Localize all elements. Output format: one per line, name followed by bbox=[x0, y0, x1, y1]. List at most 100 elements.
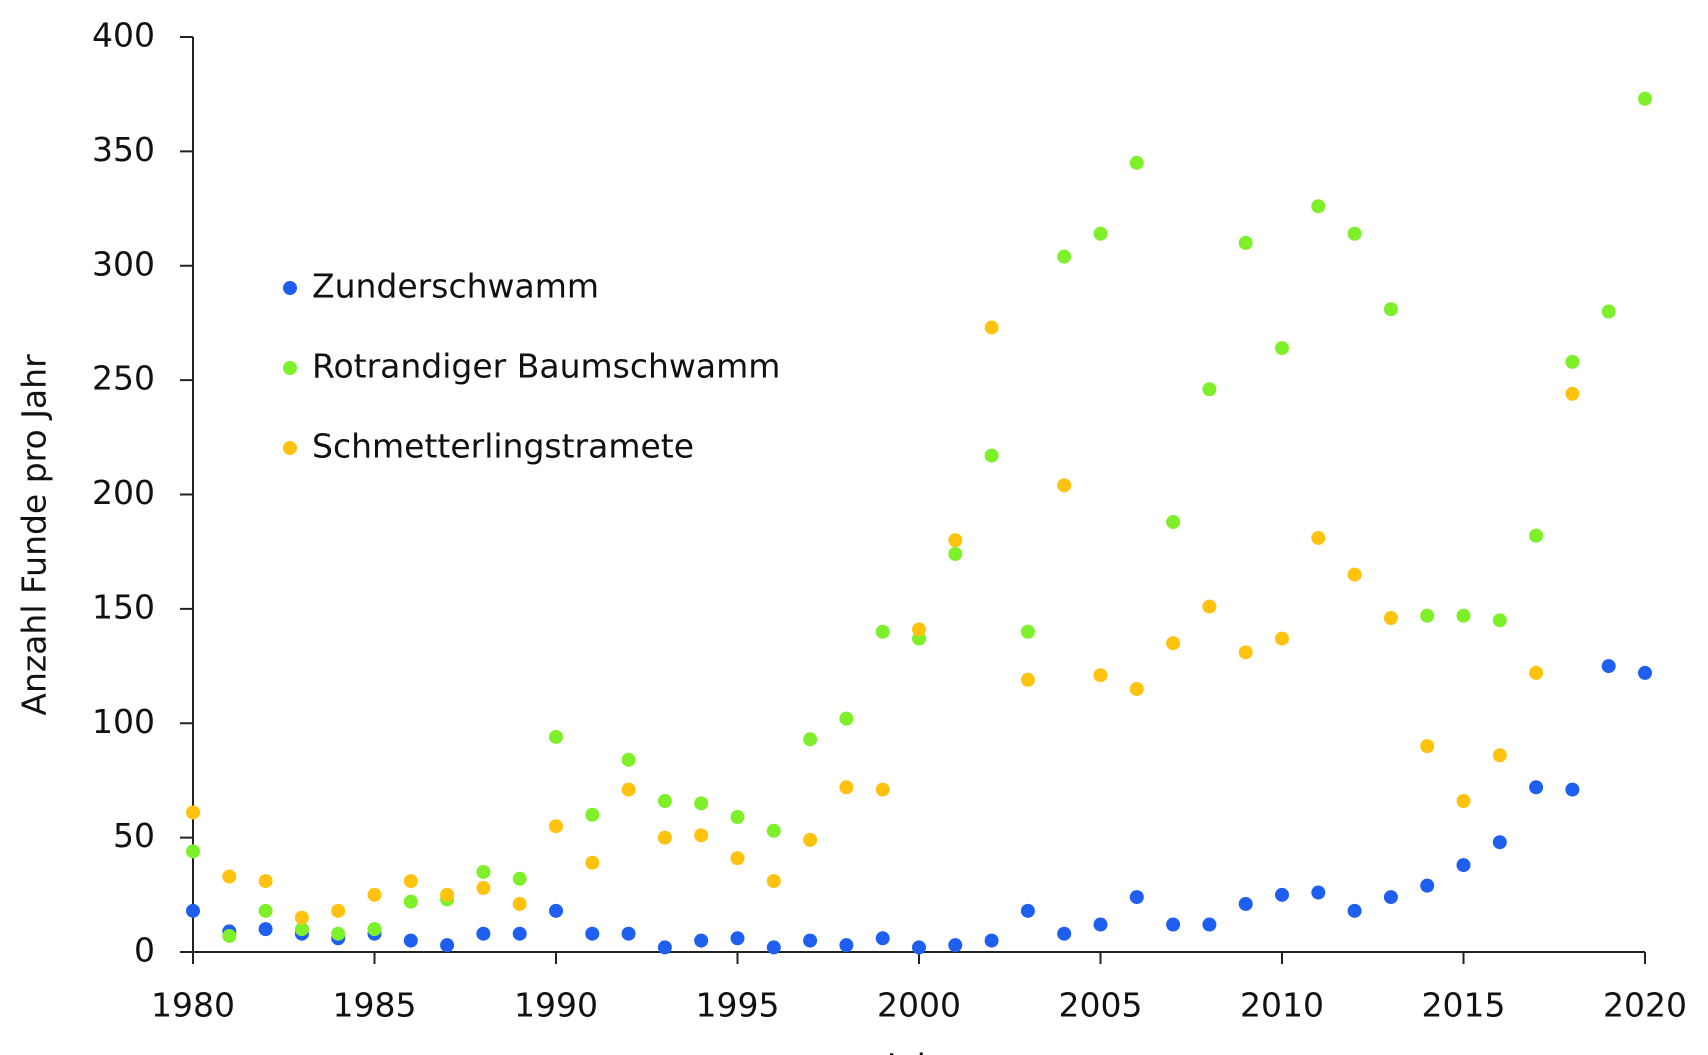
point bbox=[476, 880, 491, 895]
point bbox=[803, 933, 818, 948]
point bbox=[1456, 608, 1471, 623]
y-axis-label: Anzahl Funde pro Jahr bbox=[15, 354, 54, 716]
point bbox=[440, 887, 455, 902]
point bbox=[1456, 858, 1471, 873]
point bbox=[1529, 665, 1544, 680]
point bbox=[1565, 386, 1580, 401]
point bbox=[839, 938, 854, 953]
point bbox=[1093, 917, 1108, 932]
point bbox=[1420, 608, 1435, 623]
x-tick-label: 1985 bbox=[333, 986, 417, 1025]
point bbox=[294, 922, 309, 937]
legend-label: Schmetterlingstramete bbox=[312, 427, 694, 466]
point bbox=[657, 830, 672, 845]
y-tick-label: 150 bbox=[92, 587, 155, 626]
point bbox=[1202, 382, 1217, 397]
point bbox=[766, 874, 781, 889]
point bbox=[1129, 155, 1144, 170]
point bbox=[1238, 645, 1253, 660]
point bbox=[512, 926, 527, 941]
point bbox=[1166, 917, 1181, 932]
y-tick-label: 200 bbox=[92, 473, 155, 512]
y-tick-label: 0 bbox=[134, 931, 155, 970]
point bbox=[984, 448, 999, 463]
point bbox=[294, 910, 309, 925]
point bbox=[1347, 567, 1362, 582]
point bbox=[440, 938, 455, 953]
point bbox=[1020, 624, 1035, 639]
point bbox=[1347, 226, 1362, 241]
point bbox=[1311, 199, 1326, 214]
point bbox=[1311, 530, 1326, 545]
point bbox=[1638, 91, 1652, 106]
point bbox=[1347, 903, 1362, 918]
point bbox=[766, 940, 781, 955]
point bbox=[1529, 528, 1544, 543]
point bbox=[621, 752, 636, 767]
point bbox=[839, 780, 854, 795]
y-tick-label: 250 bbox=[92, 359, 155, 398]
point bbox=[1202, 917, 1217, 932]
point bbox=[1601, 304, 1616, 319]
point bbox=[1492, 613, 1507, 628]
point bbox=[1383, 890, 1398, 905]
y-tick-label: 400 bbox=[92, 16, 155, 55]
point bbox=[222, 928, 237, 943]
point bbox=[1238, 896, 1253, 911]
legend-label: Rotrandiger Baumschwamm bbox=[312, 347, 780, 386]
point bbox=[476, 864, 491, 879]
point bbox=[694, 933, 709, 948]
point bbox=[875, 931, 890, 946]
point bbox=[1275, 341, 1289, 356]
x-tick-label: 2010 bbox=[1240, 986, 1324, 1025]
point bbox=[1275, 887, 1289, 902]
point bbox=[1020, 672, 1035, 687]
point bbox=[186, 805, 200, 820]
point bbox=[1057, 249, 1072, 264]
point bbox=[875, 782, 890, 797]
point bbox=[621, 926, 636, 941]
point bbox=[1202, 599, 1217, 614]
point bbox=[984, 933, 999, 948]
point bbox=[331, 903, 346, 918]
point bbox=[585, 807, 600, 822]
point bbox=[1129, 890, 1144, 905]
point bbox=[549, 903, 563, 918]
point bbox=[948, 938, 963, 953]
point bbox=[258, 903, 273, 918]
point bbox=[621, 782, 636, 797]
x-tick-label: 2015 bbox=[1422, 986, 1506, 1025]
point bbox=[1638, 665, 1652, 680]
point bbox=[222, 869, 237, 884]
point bbox=[948, 533, 963, 548]
point bbox=[403, 894, 418, 909]
y-tick-label: 350 bbox=[92, 130, 155, 169]
y-tick-label: 50 bbox=[113, 816, 155, 855]
point bbox=[730, 931, 745, 946]
point bbox=[403, 874, 418, 889]
x-tick-label: 1995 bbox=[696, 986, 780, 1025]
x-tick-label: 2005 bbox=[1059, 986, 1143, 1025]
point bbox=[1420, 739, 1435, 754]
point bbox=[1383, 302, 1398, 317]
point bbox=[1529, 780, 1544, 795]
point bbox=[1057, 478, 1072, 493]
legend-marker bbox=[283, 361, 297, 375]
x-axis-label: Jahr bbox=[885, 1047, 952, 1055]
point bbox=[549, 819, 563, 834]
point bbox=[730, 851, 745, 866]
point bbox=[331, 926, 346, 941]
legend-marker bbox=[283, 441, 297, 455]
point bbox=[803, 732, 818, 747]
point bbox=[984, 320, 999, 335]
x-tick-label: 1980 bbox=[151, 986, 235, 1025]
y-tick-label: 100 bbox=[92, 702, 155, 741]
x-tick-label: 1990 bbox=[514, 986, 598, 1025]
point bbox=[585, 926, 600, 941]
point bbox=[803, 832, 818, 847]
point bbox=[367, 887, 382, 902]
point bbox=[512, 896, 527, 911]
point bbox=[694, 796, 709, 811]
point bbox=[912, 940, 926, 955]
